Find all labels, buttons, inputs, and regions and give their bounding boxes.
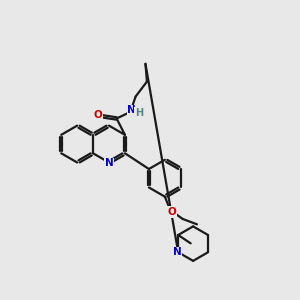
Text: N: N — [105, 158, 113, 168]
Text: H: H — [135, 108, 143, 118]
Text: N: N — [128, 106, 136, 116]
Text: O: O — [93, 110, 102, 120]
Text: N: N — [173, 247, 182, 257]
Text: O: O — [167, 207, 176, 217]
